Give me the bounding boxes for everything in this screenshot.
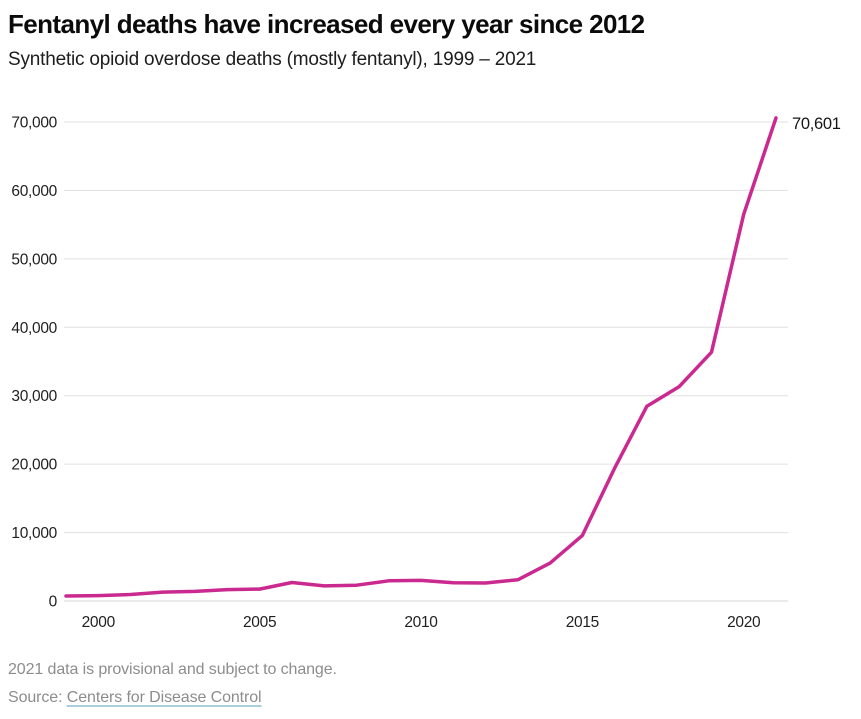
y-tick-label: 30,000 — [11, 388, 57, 405]
x-tick-label: 2005 — [243, 614, 276, 631]
y-tick-label: 0 — [49, 594, 58, 611]
y-tick-label: 70,000 — [11, 115, 57, 132]
chart-title: Fentanyl deaths have increased every yea… — [8, 9, 645, 39]
gridlines — [64, 121, 788, 602]
end-value-label: 70,601 — [792, 115, 841, 133]
source-line: Source: Centers for Disease Control — [8, 689, 262, 707]
source-link[interactable]: Centers for Disease Control — [66, 689, 262, 706]
x-tick-label: 2020 — [727, 614, 761, 631]
y-tick-label: 50,000 — [11, 251, 57, 268]
y-axis-labels: 0 10,000 20,000 30,000 40,000 50,000 60,000 70,… — [11, 115, 58, 611]
footnote: 2021 data is provisional and subject to … — [8, 661, 337, 678]
data-line — [64, 116, 778, 598]
y-tick-label: 10,000 — [11, 525, 57, 542]
x-tick-label: 2015 — [566, 614, 599, 631]
chart-subtitle: Synthetic opioid overdose deaths (mostly… — [8, 49, 537, 70]
source-prefix-label: Source: — [8, 689, 67, 706]
x-axis-labels: 2000 2005 2010 2015 2020 — [82, 614, 762, 631]
x-tick-label: 2000 — [82, 614, 116, 631]
x-tick-label: 2010 — [404, 614, 438, 631]
y-tick-label: 60,000 — [11, 183, 57, 200]
y-tick-label: 20,000 — [11, 457, 57, 474]
y-tick-label: 40,000 — [11, 320, 57, 337]
